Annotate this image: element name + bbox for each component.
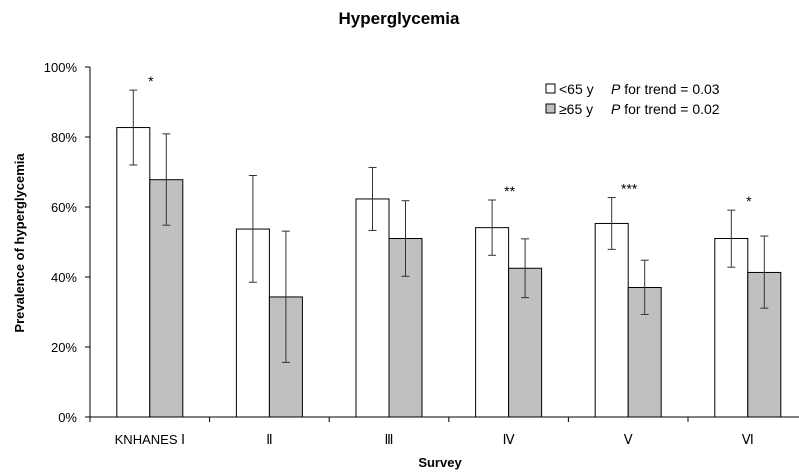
legend-trend-text: P for trend = 0.02: [611, 101, 720, 117]
y-tick-label: 40%: [51, 270, 77, 285]
y-tick-label: 80%: [51, 130, 77, 145]
x-tick-label: KNHANES Ⅰ: [115, 432, 185, 447]
x-tick-label: Ⅴ: [624, 432, 633, 447]
x-axis-title: Survey: [418, 455, 462, 470]
bar-under65: [714, 238, 749, 418]
y-tick-label: 100%: [44, 60, 78, 75]
x-tick-label: Ⅲ: [385, 432, 394, 447]
y-tick-label: 60%: [51, 200, 77, 215]
bar-65plus: [149, 179, 184, 418]
bar-under65: [475, 227, 510, 418]
legend-swatch: [545, 83, 556, 94]
legend-swatch: [545, 103, 556, 114]
x-tick-label: Ⅱ: [266, 432, 272, 447]
legend: <65 y P for trend = 0.03 ≥65 y P for trend …: [545, 81, 720, 117]
y-tick-label: 20%: [51, 340, 77, 355]
significance-marker: *: [148, 73, 154, 89]
y-axis-title: Prevalence of hyperglycemia: [12, 153, 27, 333]
y-tick-label: 0%: [58, 410, 77, 425]
chart-title: Hyperglycemia: [339, 9, 460, 28]
significance-marker: **: [504, 183, 515, 199]
x-tick-label: Ⅵ: [742, 432, 754, 447]
legend-label: ≥65 y: [559, 101, 593, 117]
significance-marker: *: [746, 193, 752, 209]
axes: 0% 20% 40% 60% 80% 100% KNHANES Ⅰ Ⅱ Ⅲ Ⅳ Ⅴ Ⅵ: [44, 60, 799, 447]
bar-under65: [594, 222, 629, 418]
legend-label: <65 y: [559, 81, 594, 97]
bar-under65: [355, 198, 390, 418]
significance-marker: ***: [621, 181, 638, 197]
legend-trend-text: P for trend = 0.03: [611, 81, 720, 97]
x-tick-label: Ⅳ: [503, 432, 515, 447]
bar-under65: [116, 127, 151, 418]
bars: *** ****: [116, 73, 782, 418]
